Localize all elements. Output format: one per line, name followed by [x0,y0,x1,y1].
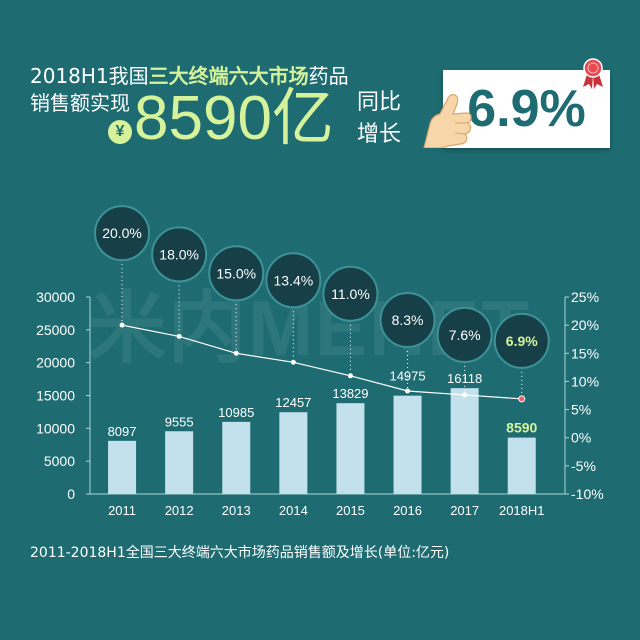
growth-point [462,392,468,398]
left-tick-label: 30000 [36,289,75,305]
headline-prefix: 2018H1我国 [30,64,149,88]
headline-highlight: 三大终端六大市场 [148,64,309,88]
right-tick-label: 15% [571,345,599,361]
growth-bubble [265,252,322,309]
growth-bubble [208,245,265,302]
growth-bubble [94,205,151,262]
bar-value-label: 10985 [218,405,254,420]
x-tick-label: 2014 [279,503,308,518]
left-tick-label: 20000 [36,355,75,371]
chart-caption: 2011-2018H1全国三大终端六大市场药品销售额及增长(单位:亿元) [30,545,450,561]
x-tick-label: 2018H1 [499,503,545,518]
right-tick-label: -5% [571,458,596,474]
right-tick-label: 0% [571,430,591,446]
growth-point [176,333,182,339]
headline-suffix: 药品 [308,64,349,88]
x-tick-label: 2012 [165,503,194,518]
bar [393,395,422,494]
growth-point [290,359,296,365]
right-tick-label: 25% [571,289,599,305]
bar-value-label: 13829 [332,386,368,401]
right-tick-label: 5% [571,402,591,418]
bar [108,440,137,494]
growth-rate-label: 6.9% [506,333,538,349]
bar-value-label: 8590 [506,420,537,436]
growth-bubble [322,265,379,322]
growth-bubbles-group: 20.0% 18.0% 15.0% 13.4% 11.0% 8.3% 7.6% 6.9% [94,205,550,396]
growth-bubble [379,291,436,348]
headline-line2: 销售额实现 [30,91,130,115]
yen-icon: ¥ [108,120,132,144]
growth-rate-label: 7.6% [449,327,481,343]
growth-rate-label: 8.3% [392,312,424,328]
total-sales-value: 8590亿 [134,84,334,153]
right-tick-label: 10% [571,373,599,389]
bar [222,421,251,494]
x-tick-label: 2013 [222,503,251,518]
growth-point [347,373,353,379]
pointing-hand-icon [423,93,472,148]
growth-rate-label: 11.0% [331,286,370,302]
growth-point [405,388,411,394]
bar [279,412,308,494]
left-tick-label: 10000 [36,420,75,436]
left-tick-label: 5000 [44,453,75,469]
bar-value-label: 8097 [108,424,137,439]
right-tick-label: 20% [571,317,599,333]
growth-card: 6.9% [443,70,610,148]
award-ribbon-icon [583,58,603,89]
growth-point [233,350,239,356]
growth-bubble [436,306,493,363]
x-tick-label: 2017 [450,503,479,518]
bar [507,437,536,494]
growth-rate-label: 13.4% [273,272,313,288]
growth-bubble [151,226,208,283]
growth-rate-label: 15.0% [216,265,256,281]
bar-value-label: 12457 [275,395,311,410]
headline-line1: 2018H1我国三大终端六大市场药品 [30,64,349,88]
left-tick-label: 15000 [36,388,75,404]
growth-point [518,395,526,403]
growth-bubble [493,312,550,369]
growth-line [121,324,522,400]
bar [450,388,479,494]
bar-value-label: 14975 [389,369,425,384]
bar [165,431,194,494]
left-tick-label: 25000 [36,322,75,338]
bar-value-label: 9555 [165,414,194,429]
growth-point [119,322,125,328]
currency-symbol: ¥ [115,123,125,140]
x-tick-label: 2015 [336,503,365,518]
right-tick-label: -10% [571,486,604,502]
x-tick-label: 2016 [393,503,422,518]
yoy-label-line2: 增长 [357,122,402,147]
bar [336,403,365,494]
growth-rate-label: 18.0% [159,246,199,262]
growth-value: 6.9% [467,80,586,138]
yoy-label-line1: 同比 [357,90,402,115]
left-tick-label: 0 [67,486,75,502]
axes-group: 0 5000 10000 15000 20000 25000 30000 -10% -5% 0% 5… [36,289,604,518]
growth-line-group [119,322,526,403]
growth-rate-label: 20.0% [102,225,142,241]
x-tick-label: 2011 [108,503,136,518]
